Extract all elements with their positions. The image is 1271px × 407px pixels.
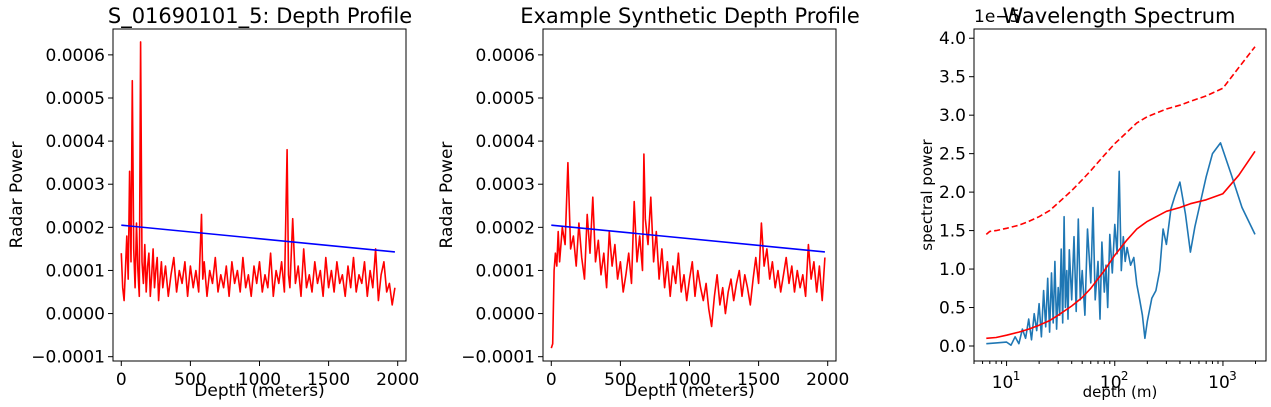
series-group <box>550 153 826 349</box>
y-tick-label: 1.5 <box>939 222 966 242</box>
y-tick-label: 0.0002 <box>476 218 535 238</box>
y-axis-label: spectral power <box>918 138 936 250</box>
y-tick-label: 4.0 <box>939 29 966 49</box>
y-tick-label: 3.5 <box>939 68 966 88</box>
y-tick-label: 0.0001 <box>46 261 105 281</box>
x-axis-label: depth (m) <box>1083 383 1158 401</box>
y-tick-label: 0.0005 <box>46 89 105 109</box>
series-line-1 <box>550 153 826 349</box>
y-tick-label: 0.0005 <box>476 89 535 109</box>
chart-panel-1: 0 500 1000 1500 2000 −0.0001 0.0000 0.0001 0.000… <box>7 4 419 401</box>
chart-title: Wavelength Spectrum <box>1002 4 1235 28</box>
x-tick-exponent: 3 <box>1229 369 1237 383</box>
y-axis-label: Radar Power <box>437 142 457 249</box>
y-tick-label: 0.0004 <box>476 132 535 152</box>
plot-frame <box>542 28 837 362</box>
x-tick-label: 1000 <box>668 370 711 390</box>
x-tick-label: 10 <box>1100 373 1122 393</box>
y-tick-label: −0.0001 <box>31 348 105 368</box>
series-line-2 <box>121 224 395 253</box>
series-line-1 <box>120 41 396 306</box>
x-tick-exponent: 1 <box>1013 369 1021 383</box>
x-axis-label: Depth (meters) <box>624 381 754 401</box>
x-axis-label: Depth (meters) <box>194 381 324 401</box>
series-line-2 <box>551 224 825 253</box>
y-tick-label: 0.5 <box>939 299 966 319</box>
y-tick-label: 1.0 <box>939 260 966 280</box>
y-tick-label: 0.0001 <box>476 261 535 281</box>
y-tick-label: −0.0001 <box>461 348 535 368</box>
plot-frame <box>112 28 407 362</box>
y-tick-label: 0.0 <box>939 337 966 357</box>
chart-panel-2: 0 500 1000 1500 2000 −0.0001 0.0000 0.0001 0.000… <box>437 4 860 401</box>
y-tick-label: 0.0002 <box>46 218 105 238</box>
x-tick-label: 2000 <box>376 370 419 390</box>
series-line-1 <box>986 142 1256 347</box>
plot-frame <box>973 28 1267 362</box>
y-tick-label: 0.0000 <box>46 305 105 325</box>
chart-panel-3: 10 1 10 2 10 30.00.51.01.52.02.53.03.54.01e−5… <box>918 4 1267 401</box>
x-tick-label: 1000 <box>238 370 281 390</box>
series-group <box>985 46 1256 347</box>
y-tick-label: 2.5 <box>939 145 966 165</box>
x-tick-label: 10 <box>1208 373 1230 393</box>
y-offset-text: 1e−5 <box>974 7 1020 27</box>
x-tick-label: 500 <box>604 370 636 390</box>
y-tick-label: 0.0003 <box>46 175 105 195</box>
x-tick-label: 0 <box>116 370 127 390</box>
series-group <box>120 41 396 306</box>
y-tick-label: 0.0003 <box>476 175 535 195</box>
x-tick-label: 2000 <box>806 370 849 390</box>
x-tick-label: 1500 <box>737 370 780 390</box>
x-tick-label: 1500 <box>307 370 350 390</box>
chart-title: S_01690101_5: Depth Profile <box>108 4 412 29</box>
y-tick-label: 3.0 <box>939 106 966 126</box>
x-tick-exponent: 2 <box>1121 369 1129 383</box>
chart-title: Example Synthetic Depth Profile <box>520 4 860 28</box>
series-line-2 <box>986 150 1256 340</box>
y-axis-label: Radar Power <box>7 142 27 249</box>
x-tick-label: 0 <box>546 370 557 390</box>
y-tick-label: 0.0000 <box>476 305 535 325</box>
x-tick-label: 10 <box>992 373 1014 393</box>
y-tick-label: 2.0 <box>939 183 966 203</box>
y-tick-label: 0.0006 <box>46 46 105 66</box>
y-tick-label: 0.0006 <box>476 46 535 66</box>
y-tick-label: 0.0004 <box>46 132 105 152</box>
series-line-3 <box>985 46 1256 236</box>
x-tick-label: 500 <box>174 370 206 390</box>
